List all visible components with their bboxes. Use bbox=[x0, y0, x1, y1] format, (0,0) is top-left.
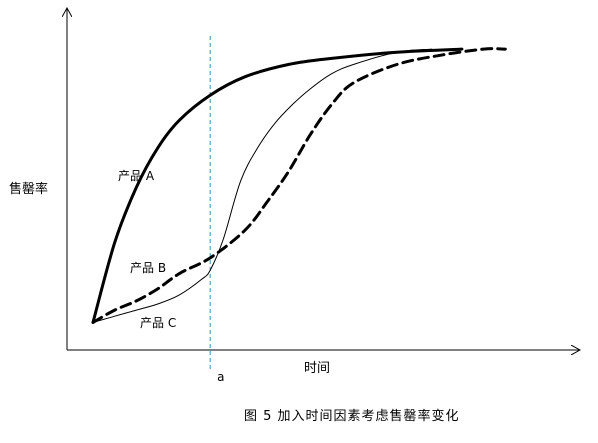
series-label-b: 产品 B bbox=[130, 261, 166, 275]
time-marker-label: a bbox=[217, 370, 224, 384]
y-axis-label: 售罄率 bbox=[9, 181, 48, 197]
x-axis-label: 时间 bbox=[304, 361, 330, 376]
series-line-c bbox=[92, 48, 432, 323]
series-label-c: 产品 C bbox=[140, 316, 176, 330]
series-line-b bbox=[91, 47, 507, 324]
series-line-a bbox=[91, 47, 464, 324]
series-layer bbox=[91, 47, 507, 324]
figure-caption: 图 5 加入时间因素考虑售罄率变化 bbox=[244, 408, 460, 424]
series-label-a: 产品 A bbox=[118, 169, 155, 183]
